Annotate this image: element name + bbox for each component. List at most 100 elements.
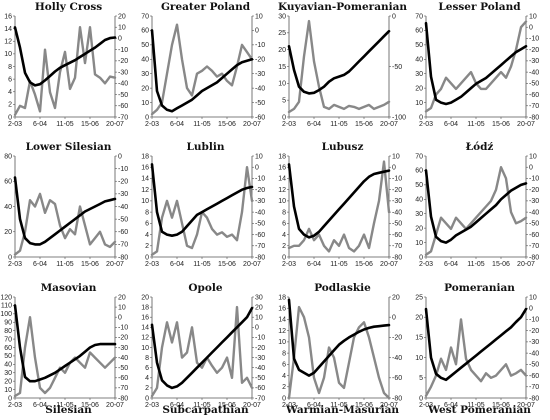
x-tick-label: 11-05 [467,402,484,409]
left-tick-label: 2 [282,243,286,250]
left-tick-label: 12 [4,39,12,46]
chart-title: Lublin [186,141,225,153]
x-tick-label: 15-06 [218,121,236,128]
left-tick-label: 10 [141,198,149,205]
right-tick-label: -60 [529,373,539,380]
left-tick-label: 20 [141,85,149,92]
left-tick-label: 10 [278,198,286,205]
x-tick-label: 11-05 [193,402,210,409]
left-tick-label: 0 [8,254,12,261]
right-tick-label: -20 [255,187,265,194]
x-tick-label: 6-04 [307,261,321,268]
right-tick-label: -80 [392,395,402,402]
right-tick-label: -70 [392,243,402,250]
x-tick-label: 15-06 [492,261,510,268]
right-tick-label: -60 [118,103,128,110]
x-tick-label: 2-03 [8,121,22,128]
left-tick-label: 10 [141,100,149,107]
left-tick-label: 16 [278,306,286,313]
right-tick-label: -60 [255,232,265,239]
left-tick-label: 50 [415,42,423,49]
right-tick-label: -40 [255,85,265,92]
right-tick-label: 0 [255,325,259,332]
right-tick-label: -10 [529,36,539,43]
x-tick-label: 6-04 [170,121,184,128]
x-tick-label: 2-03 [419,402,433,409]
left-tick-label: 14 [278,176,286,183]
left-tick-label: 30 [141,71,149,78]
gray-series-line [150,305,254,398]
right-tick-label: -80 [529,114,539,121]
x-tick-label: 11-05 [467,121,484,128]
right-tick-label: -20 [118,58,128,65]
right-tick-label: 30 [255,294,263,301]
left-tick-label: 30 [4,370,12,377]
chart-10: Podlaskie 0 2 4 6 8 10 12 14 16 18 -80 -60 -40 -20 0 20 2… [274,282,411,420]
right-tick-label: -60 [118,229,128,236]
right-tick-label: -10 [392,176,402,183]
left-tick-label: 2 [282,384,286,391]
left-tick-label: 50 [415,182,423,189]
left-tick-label: 80 [4,328,12,335]
left-tick-label: 4 [282,373,286,380]
right-tick-label: 0 [118,36,122,43]
x-tick-label: 20-07 [243,402,261,409]
left-tick-label: 40 [415,197,423,204]
left-tick-label: 16 [4,13,12,20]
left-tick-label: 12 [278,187,286,194]
left-tick-label: 10 [278,339,286,346]
x-tick-label: 15-06 [355,402,373,409]
black-series-line [287,298,391,377]
right-tick-label: -70 [118,114,128,121]
left-tick-label: 14 [4,26,12,33]
left-tick-label: 18 [278,153,286,160]
x-tick-label: 15-06 [81,121,99,128]
left-tick-label: 30 [415,211,423,218]
right-tick-label: -70 [529,384,539,391]
left-tick-label: 6 [8,76,12,83]
right-tick-label: -50 [118,92,128,99]
right-tick-label: -60 [255,385,265,392]
x-tick-label: 11-05 [330,261,347,268]
right-tick-label: -30 [392,198,402,205]
right-tick-label: -20 [392,335,402,342]
right-tick-label: 0 [255,28,259,35]
right-tick-label: -60 [529,232,539,239]
chart-2: Kuyavian-Pomeranian 0 5 10 15 20 25 30 -100 -50 0 2… [274,1,411,139]
right-tick-label: -70 [255,243,265,250]
chart-svg: 0 2 4 6 8 10 12 14 16 18 20 -70 -60 -50 -40 -30 -20 -10 0 1… [141,294,265,409]
bottom-chart-title: Silesian [45,404,92,416]
x-tick-label: 2-03 [8,261,22,268]
right-tick-label: 10 [529,294,537,301]
chart-title: Podlaskie [314,282,371,294]
right-tick-label: -40 [392,209,402,216]
chart-title: Lubusz [321,141,364,153]
x-tick-label: 20-07 [517,402,535,409]
left-tick-label: 60 [4,345,12,352]
x-tick-label: 11-05 [193,261,210,268]
x-tick-label: 15-06 [81,402,99,409]
x-tick-label: 11-05 [330,121,347,128]
chart-title: Lesser Poland [438,1,521,13]
left-tick-label: 4 [145,375,149,382]
left-tick-label: 4 [282,232,286,239]
bottom-chart-title: Subcarpathian [162,404,249,416]
left-tick-label: 120 [0,294,12,301]
right-tick-label: -80 [392,254,402,261]
right-tick-label: -60 [392,232,402,239]
chart-title: Greater Poland [160,1,251,13]
chart-5: Lublin 0 2 4 6 8 10 12 14 16 18 -80 -70 -60 -50 -40 -30 -… [137,141,274,279]
left-tick-label: 0 [145,114,149,121]
right-tick-label: -50 [118,365,128,372]
left-tick-label: 16 [278,165,286,172]
left-tick-label: 5 [282,97,286,104]
right-tick-label: -30 [529,58,539,65]
left-tick-label: 10 [4,51,12,58]
right-tick-label: -50 [255,100,265,107]
right-tick-label: 10 [529,153,537,160]
left-tick-label: 60 [141,28,149,35]
black-series-line [287,163,391,239]
right-tick-label: 10 [255,13,263,20]
chart-4: Lower Silesian 0 20 40 60 80 -80 -70 -60 -50 -40 -3… [0,141,137,279]
right-tick-label: -50 [392,64,402,71]
